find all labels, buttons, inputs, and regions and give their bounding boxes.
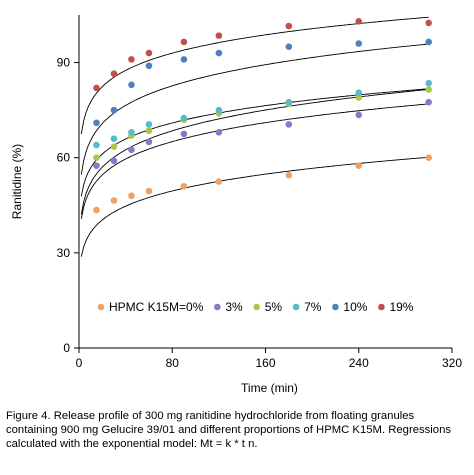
data-point	[93, 141, 100, 149]
regression-curve	[80, 156, 429, 257]
regression-curves	[80, 16, 429, 257]
data-point	[93, 84, 100, 92]
data-point	[425, 86, 432, 93]
data-point	[145, 62, 153, 70]
data-point	[355, 162, 363, 169]
legend-marker	[378, 303, 385, 311]
data-point	[355, 18, 363, 25]
data-point	[285, 43, 293, 51]
legend-marker	[292, 303, 300, 311]
data-point	[285, 98, 293, 106]
legend-marker	[253, 303, 261, 311]
data-point	[215, 178, 223, 185]
data-point	[110, 135, 118, 142]
legend-marker	[214, 303, 221, 311]
data-point	[128, 129, 135, 136]
data-point	[285, 22, 293, 30]
data-point	[145, 138, 153, 146]
x-tick-label: 160	[255, 356, 275, 370]
data-point	[110, 197, 118, 204]
data-point	[180, 56, 188, 63]
y-tick-label: 60	[57, 151, 71, 165]
data-point	[180, 130, 188, 138]
data-point	[425, 19, 432, 27]
data-point	[285, 121, 293, 128]
data-point	[145, 127, 153, 135]
y-axis-label: Ranitidine (%)	[10, 144, 24, 219]
data-point	[110, 106, 118, 114]
data-point	[425, 98, 432, 106]
data-point	[180, 114, 188, 122]
x-tick-label: 320	[442, 356, 462, 370]
data-point	[93, 162, 100, 169]
data-point	[128, 81, 135, 89]
data-point	[128, 146, 135, 154]
data-point	[128, 56, 135, 63]
data-point	[93, 119, 100, 127]
data-point	[110, 143, 118, 150]
x-tick-label: 80	[166, 356, 180, 370]
legend-label: 5%	[265, 300, 283, 314]
data-point	[180, 182, 188, 190]
data-point	[110, 70, 118, 77]
release-profile-chart: 0 30 60 90 0 80 160 240 320 HPMC K15M=0% 3% 5% 7% 10…	[10, 15, 462, 395]
data-point	[355, 111, 363, 119]
data-point	[93, 206, 100, 214]
legend-marker	[97, 303, 105, 311]
data-point	[93, 154, 100, 162]
legend-label: 10%	[343, 300, 367, 314]
legend-marker	[332, 303, 339, 311]
data-point	[145, 49, 153, 57]
data-point	[425, 154, 432, 162]
x-tick-label: 240	[349, 356, 369, 370]
x-tick-label: 0	[76, 356, 83, 370]
legend-label: HPMC K15M=0%	[109, 300, 204, 314]
regression-curve	[80, 103, 429, 219]
data-point	[215, 106, 223, 114]
data-point	[180, 38, 188, 46]
data-point	[355, 94, 363, 101]
data-point	[425, 38, 432, 46]
data-point	[145, 187, 153, 195]
legend-label: 7%	[304, 300, 322, 314]
data-point	[215, 49, 223, 57]
data-point	[425, 79, 432, 87]
data-point	[128, 192, 135, 200]
data-point	[355, 40, 363, 47]
data-point	[215, 32, 223, 39]
legend-label: 3%	[225, 300, 243, 314]
figure-caption: Figure 4. Release profile of 300 mg rani…	[6, 410, 452, 451]
axes: 0 30 60 90 0 80 160 240 320	[57, 15, 462, 370]
legend-label: 19%	[389, 300, 413, 314]
data-point	[215, 129, 223, 136]
data-point	[355, 89, 363, 96]
y-tick-label: 0	[63, 341, 70, 355]
data-point	[285, 171, 293, 179]
legend: HPMC K15M=0% 3% 5% 7% 10% 19%	[97, 300, 414, 314]
regression-curve	[80, 16, 429, 135]
y-tick-label: 30	[57, 246, 71, 260]
x-axis-label: Time (min)	[241, 381, 298, 395]
data-point	[110, 157, 118, 165]
regression-curve	[80, 43, 429, 175]
regression-curve	[80, 88, 429, 215]
regression-curve	[80, 88, 429, 197]
y-tick-label: 90	[57, 56, 71, 70]
data-point	[145, 121, 153, 128]
data-points	[93, 18, 432, 214]
